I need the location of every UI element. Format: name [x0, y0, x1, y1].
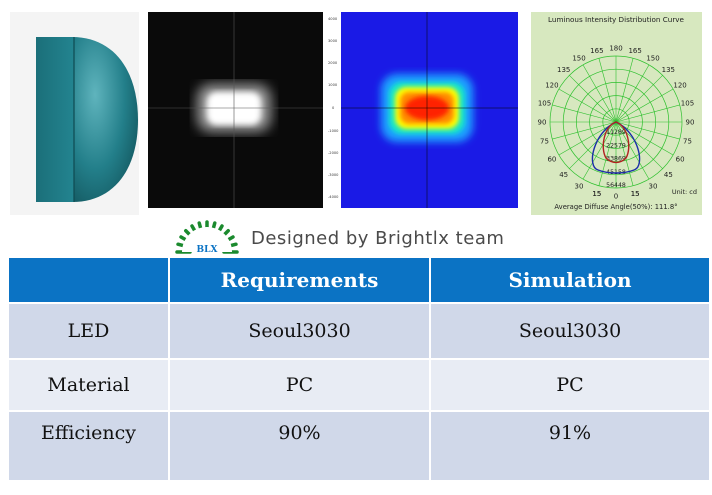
svg-text:0: 0 [332, 106, 335, 110]
polar-spoke [558, 121, 617, 156]
polar-angle-label: 135 [662, 66, 675, 74]
polar-angle-label: 90 [538, 119, 547, 127]
polar-angle-label: 15 [592, 190, 601, 198]
row-material-requirement: PC [170, 360, 429, 410]
polar-angle-label: 150 [572, 54, 585, 62]
credit-text: Designed by Brightlx team [251, 228, 505, 249]
svg-text:3000: 3000 [328, 39, 338, 43]
spec-comparison-table: Requirements Simulation LED Seoul3030 Se… [9, 258, 709, 480]
svg-text:2000: 2000 [328, 61, 338, 65]
polar-footer: Average Diffuse Angle(50%): 111.8° [554, 203, 677, 211]
polar-radial-label: 22579 [606, 142, 626, 149]
polar-angle-label: 135 [557, 66, 570, 74]
polar-angle-label: 105 [538, 99, 551, 107]
polar-spoke [615, 121, 663, 169]
row-efficiency-requirement: 90% [170, 412, 429, 480]
polar-angle-label: 60 [547, 156, 556, 164]
polar-radial-label: 56448 [606, 182, 626, 189]
polar-unit: Unit: cd [672, 188, 697, 196]
polar-title: Luminous Intensity Distribution Curve [548, 15, 685, 24]
polar-spoke [582, 121, 617, 180]
svg-text:-2000: -2000 [328, 151, 339, 155]
polar-spoke [615, 104, 680, 123]
polar-angle-label: 165 [590, 47, 603, 55]
polar-spoke [569, 121, 617, 169]
false-color-illuminance-map: 4000 3000 2000 1000 0 -1000 -2000 -3000 -4000 [327, 12, 518, 215]
header-requirements: Requirements [170, 258, 429, 302]
polar-angle-label: 15 [631, 190, 640, 198]
polar-angle-label: 30 [575, 183, 584, 191]
polar-spoke [615, 88, 674, 123]
svg-text:4000: 4000 [328, 17, 338, 21]
polar-angle-label: 15 [592, 190, 601, 198]
header-simulation: Simulation [431, 258, 709, 302]
polar-angle-label: 180 [609, 45, 622, 53]
svg-text:1000: 1000 [328, 83, 338, 87]
polar-angle-label: 45 [664, 171, 673, 179]
designer-credit: BLX Designed by Brightlx team [170, 220, 570, 260]
polar-angle-label: 15 [631, 190, 640, 198]
svg-text:-3000: -3000 [328, 173, 339, 177]
simulation-image-strip: 4000 3000 2000 1000 0 -1000 -2000 -3000 -4000 … [0, 12, 712, 215]
polar-spoke [615, 121, 680, 140]
polar-spoke [615, 121, 650, 180]
row-efficiency-label: Efficiency [9, 412, 168, 480]
polar-spoke [558, 88, 617, 123]
svg-text:-4000: -4000 [328, 195, 339, 199]
luminous-intensity-polar-chart: Luminous Intensity Distribution Curve 165… [531, 12, 702, 215]
logo-text: BLX [197, 245, 218, 255]
polar-angle-label: 90 [686, 119, 695, 127]
polar-radial-label: 11289 [606, 129, 626, 136]
row-led-label: LED [9, 304, 168, 358]
lens-3d-model-image [10, 12, 139, 215]
polar-angle-label: 165 [628, 47, 641, 55]
row-material-simulation: PC [431, 360, 709, 410]
polar-spoke [582, 64, 617, 123]
polar-angle-label: 75 [683, 138, 692, 146]
polar-spoke [552, 121, 617, 140]
polar-angle-label: 60 [676, 156, 685, 164]
polar-angle-label: 30 [649, 183, 658, 191]
polar-angle-label: 0 [614, 193, 618, 201]
polar-angle-label: 75 [540, 138, 549, 146]
polar-spoke [615, 121, 634, 186]
polar-angle-label: 45 [559, 171, 568, 179]
row-led-simulation: Seoul3030 [431, 304, 709, 358]
polar-radial-label: 33869 [606, 156, 626, 163]
polar-spoke [598, 121, 617, 186]
header-corner [9, 258, 168, 302]
polar-spoke [552, 104, 617, 123]
polar-curve-c0 [591, 121, 641, 174]
polar-spoke [615, 121, 674, 156]
polar-angle-label: 150 [646, 54, 659, 62]
polar-curve-c90 [602, 121, 630, 164]
polar-angle-label: 120 [545, 82, 558, 90]
polar-spoke [569, 75, 617, 123]
polar-spoke [615, 64, 650, 123]
polar-spoke [615, 75, 663, 123]
row-material-label: Material [9, 360, 168, 410]
polar-angle-label: 105 [681, 99, 694, 107]
polar-spoke [615, 58, 634, 123]
row-efficiency-simulation: 91% [431, 412, 709, 480]
polar-angle-label: 120 [673, 82, 686, 90]
brightlx-logo-icon: BLX [175, 220, 239, 255]
grayscale-illuminance-map [145, 12, 323, 215]
polar-spoke [598, 58, 617, 123]
svg-text:-1000: -1000 [328, 129, 339, 133]
row-led-requirement: Seoul3030 [170, 304, 429, 358]
